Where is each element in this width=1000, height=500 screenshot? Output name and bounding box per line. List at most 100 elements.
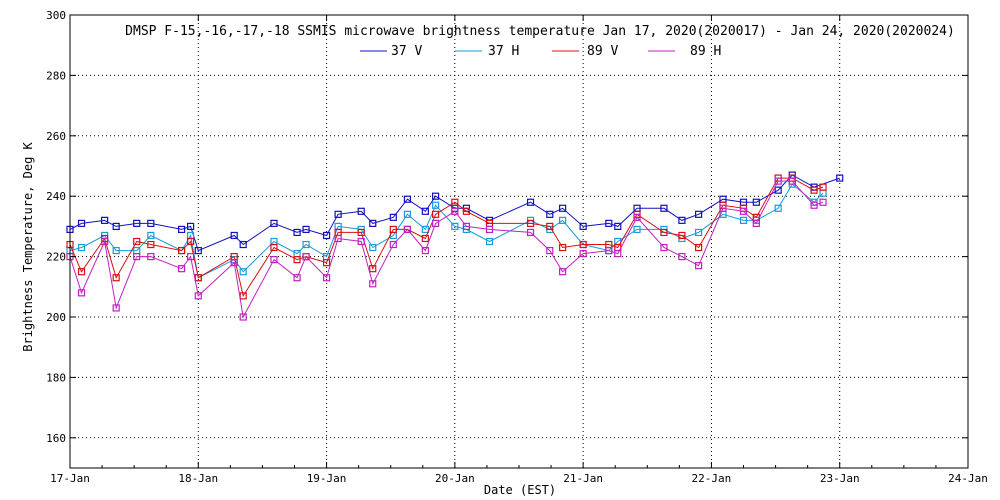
series-89h	[66, 177, 827, 321]
data-point-89v	[186, 237, 195, 246]
plot-frame	[69, 14, 969, 469]
data-point-89h	[451, 207, 459, 215]
data-point-89h	[739, 207, 748, 215]
data-point-37v	[147, 219, 155, 227]
series-line-37h	[69, 183, 824, 279]
series-line-89v	[69, 177, 824, 298]
legend: 37 V 37 H 89 V 89 H	[360, 44, 721, 59]
data-point-89h	[774, 177, 782, 185]
data-point-89h	[133, 253, 141, 261]
data-point-37v	[302, 225, 310, 234]
data-point-89v	[579, 240, 587, 249]
y-tick-label: 280	[46, 69, 66, 82]
y-tick-label: 180	[46, 371, 66, 384]
data-point-37v	[403, 195, 411, 203]
data-point-89v	[526, 219, 535, 227]
data-point-37v	[694, 210, 703, 218]
x-tick-label: 23-Jan	[820, 472, 860, 485]
legend-label-89v: 89 V	[587, 44, 618, 59]
data-point-89h	[810, 201, 818, 209]
data-point-89h	[526, 228, 535, 237]
y-tick-label: 260	[46, 130, 66, 143]
data-point-37h	[774, 204, 782, 212]
data-point-89h	[293, 274, 301, 282]
data-point-89h	[334, 234, 342, 243]
data-point-89h	[605, 246, 613, 255]
data-point-37h	[694, 228, 703, 237]
data-point-37h	[77, 243, 86, 252]
data-point-89h	[788, 177, 796, 185]
data-point-89v	[694, 243, 703, 252]
data-point-89h	[462, 222, 471, 230]
data-point-37v	[660, 204, 668, 212]
data-point-89v	[462, 207, 471, 215]
data-point-89h	[485, 225, 494, 234]
data-point-89v	[810, 186, 818, 194]
data-point-89v	[147, 240, 155, 249]
data-point-89v	[451, 198, 459, 206]
data-point-37v	[133, 219, 141, 227]
data-point-89h	[579, 249, 587, 258]
x-tick-label: 24-Jan	[948, 472, 988, 485]
y-tick-label: 240	[46, 190, 66, 203]
x-tick-label: 17-Jan	[50, 472, 90, 485]
data-point-89h	[302, 253, 310, 261]
data-point-89h	[369, 280, 377, 288]
data-point-89v	[357, 228, 365, 237]
data-point-37h	[432, 201, 440, 209]
data-point-37v	[579, 222, 587, 230]
data-point-37h	[739, 216, 748, 224]
data-point-89v	[369, 265, 377, 273]
data-point-37v	[559, 204, 567, 212]
data-point-89v	[389, 225, 397, 234]
data-point-37v	[293, 228, 301, 237]
data-point-37v	[322, 231, 331, 240]
data-point-89v	[546, 222, 554, 230]
data-point-37h	[112, 246, 120, 255]
data-point-89v	[819, 183, 827, 191]
y-tick-label: 160	[46, 432, 66, 445]
chart-title: DMSP F-15,-16,-17,-18 SSMIS microwave br…	[125, 24, 955, 39]
x-tick-label: 20-Jan	[435, 472, 475, 485]
data-point-37h	[369, 243, 377, 252]
data-point-37v	[614, 222, 622, 230]
data-point-89h	[614, 249, 622, 258]
data-point-37h	[239, 268, 247, 276]
data-point-37v	[230, 231, 238, 240]
data-point-89v	[112, 274, 120, 282]
data-point-37v	[678, 216, 686, 224]
data-point-37v	[836, 174, 844, 182]
data-point-89h	[819, 198, 827, 206]
data-point-89h	[270, 256, 278, 264]
series-line-37v	[69, 174, 840, 252]
x-tick-label: 22-Jan	[692, 472, 732, 485]
data-point-89v	[421, 234, 429, 243]
data-point-89h	[239, 313, 247, 321]
data-point-37v	[186, 222, 195, 230]
x-axis-title: Date (EST)	[484, 483, 556, 497]
data-point-89h	[694, 262, 703, 270]
data-point-89h	[77, 289, 86, 297]
data-point-37v	[369, 219, 377, 227]
data-point-37h	[451, 222, 459, 230]
data-point-89h	[421, 246, 429, 255]
data-point-89h	[546, 246, 554, 255]
data-point-37v	[334, 210, 342, 218]
data-point-89h	[389, 240, 397, 249]
data-point-89h	[112, 304, 120, 312]
x-tick-label: 19-Jan	[307, 472, 347, 485]
data-point-37v	[752, 198, 760, 206]
data-point-37v	[605, 219, 613, 227]
ticks: 160 180 200 220 240 260 280 300 17-Jan 18-Jan 19-J…	[46, 9, 988, 485]
data-point-89v	[660, 228, 668, 237]
series-line-89h	[69, 180, 824, 319]
data-point-37v	[526, 198, 535, 206]
data-point-89h	[559, 268, 567, 276]
data-point-89h	[194, 292, 202, 300]
data-point-89v	[178, 246, 186, 255]
data-point-89v	[432, 210, 440, 218]
data-point-37h	[633, 225, 641, 234]
data-point-37v	[270, 219, 278, 227]
legend-label-37h: 37 H	[488, 44, 519, 59]
data-point-37v	[178, 225, 186, 234]
